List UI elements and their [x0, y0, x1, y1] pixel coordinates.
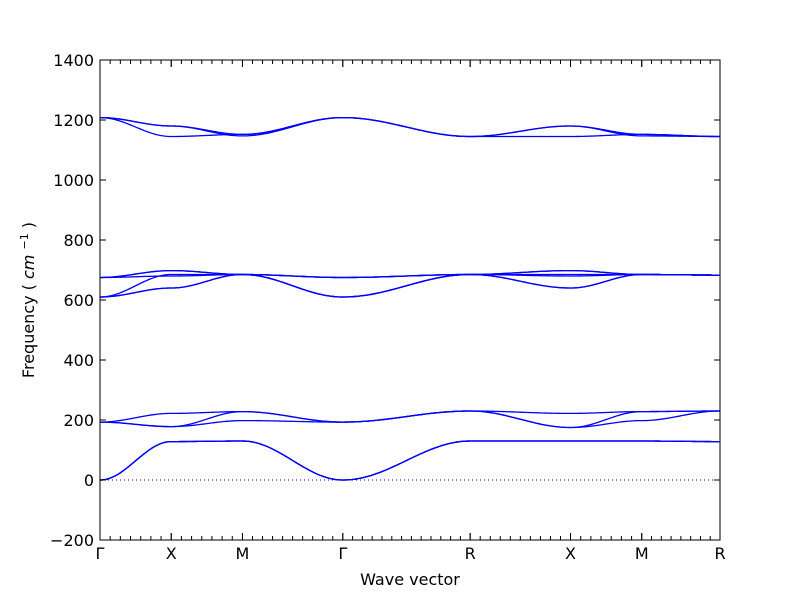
x-axis-label: Wave vector — [360, 570, 460, 589]
band-line-1 — [99, 440, 720, 481]
y-tick-label-8: 1400 — [53, 51, 94, 70]
band-line-8 — [99, 273, 720, 298]
y-tick-label-5: 800 — [63, 231, 94, 250]
y-tick-label-6: 1000 — [53, 171, 94, 190]
y-axis-unit: cm — [19, 255, 38, 279]
x-tick-label-0: Γ — [96, 544, 105, 563]
y-tick-label-2: 200 — [63, 411, 94, 430]
band-line-6 — [99, 410, 720, 423]
y-axis-label-open-paren: ( — [19, 284, 38, 290]
band-line-13 — [99, 116, 720, 138]
y-axis-unit-exponent: −1 — [18, 233, 31, 249]
y-axis-label: Frequency ( cm −1 ) — [13, 222, 38, 378]
x-tick-label-5: X — [565, 544, 576, 563]
band-lines — [99, 116, 721, 481]
y-axis-label-text: Frequency — [19, 295, 38, 378]
plot-frame — [99, 59, 721, 541]
x-tick-label-4: R — [465, 544, 476, 563]
y-axis-label-close-paren: ) — [19, 222, 38, 228]
band-line-15 — [99, 116, 720, 138]
x-tick-label-1: X — [166, 544, 177, 563]
y-tick-labels: −200 0 200 400 600 800 1000 1200 1400 — [50, 51, 94, 550]
x-tick-label-2: M — [236, 544, 250, 563]
y-tick-label-1: 0 — [84, 471, 94, 490]
axis-ticks — [99, 59, 721, 541]
band-line-12 — [100, 273, 720, 279]
y-tick-label-4: 600 — [63, 291, 94, 310]
band-line-2 — [99, 440, 720, 481]
y-tick-label-3: 400 — [63, 351, 94, 370]
x-tick-label-6: M — [635, 544, 649, 563]
x-tick-label-3: Γ — [338, 544, 347, 563]
x-tick-label-7: R — [714, 544, 725, 563]
band-line-3 — [99, 440, 720, 481]
y-tick-label-0: −200 — [50, 531, 94, 550]
y-tick-label-7: 1200 — [53, 111, 94, 130]
